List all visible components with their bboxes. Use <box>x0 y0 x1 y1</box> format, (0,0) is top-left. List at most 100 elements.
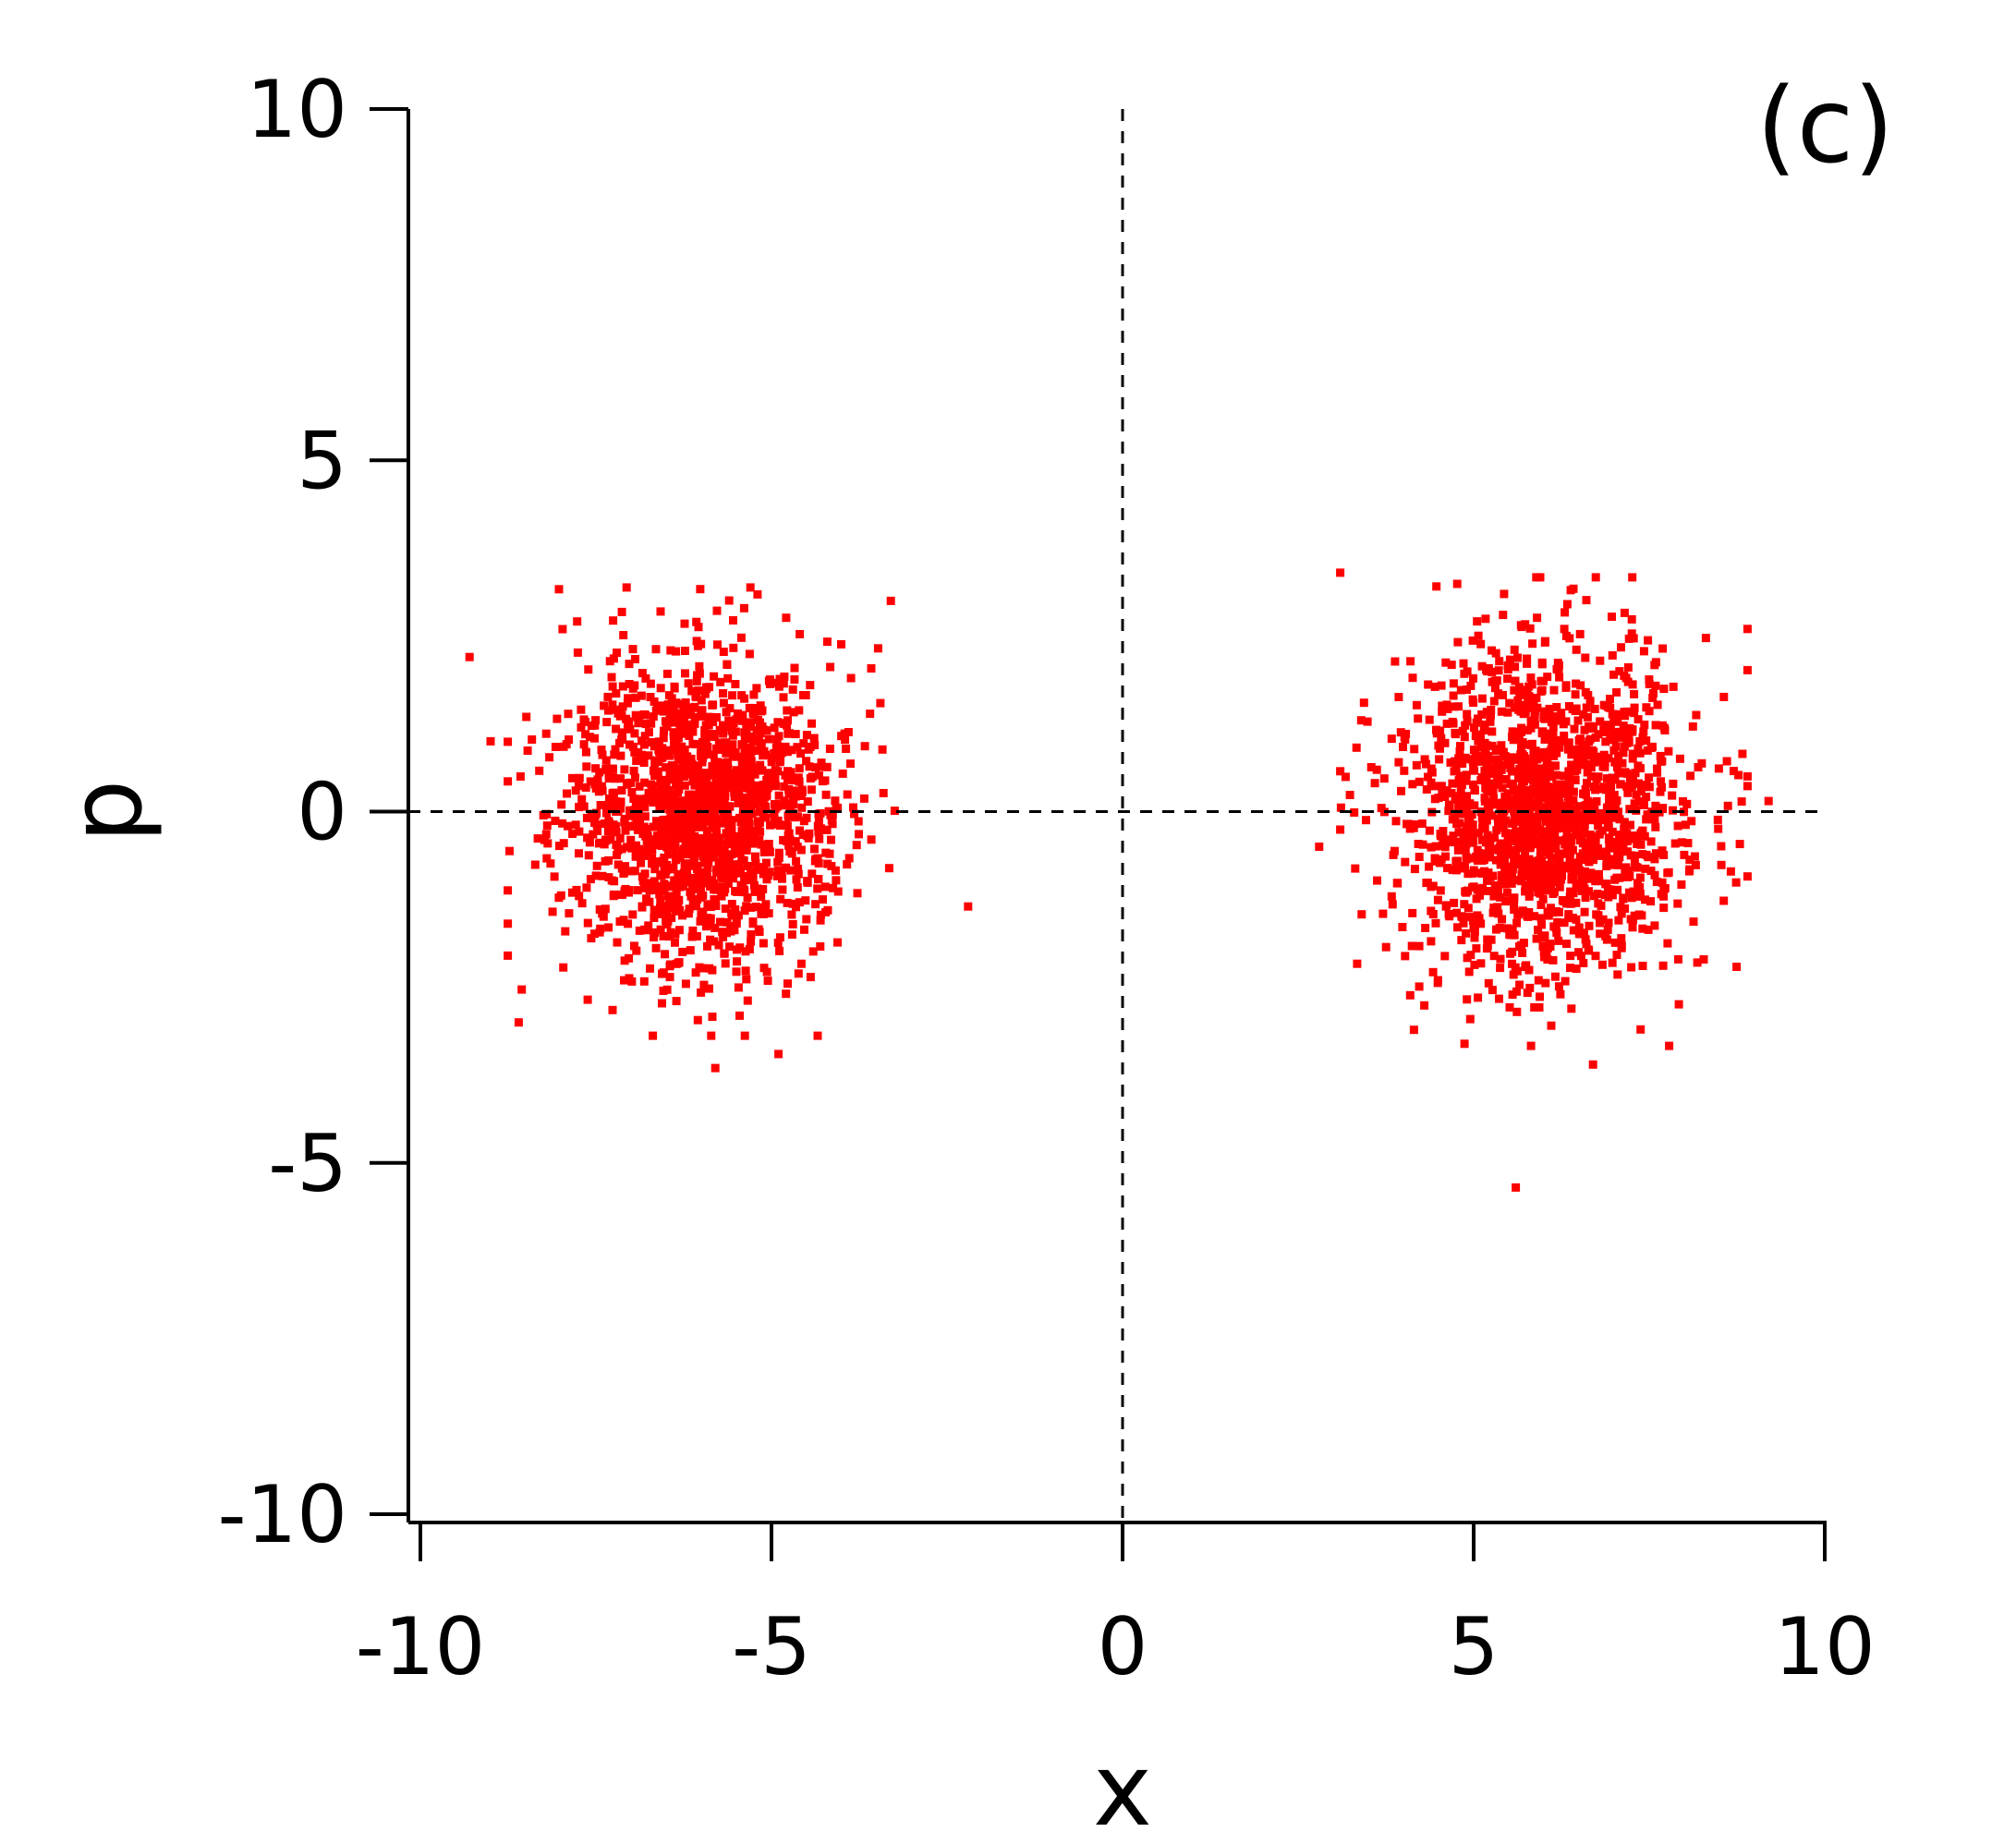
scatter-point <box>759 811 769 820</box>
scatter-point <box>1455 746 1464 756</box>
scatter-point <box>648 845 657 855</box>
scatter-point <box>1656 751 1665 760</box>
scatter-point <box>695 963 704 972</box>
scatter-point <box>599 912 608 921</box>
scatter-point <box>1532 693 1541 702</box>
scatter-point <box>829 883 838 892</box>
scatter-point <box>1537 749 1547 758</box>
scatter-point <box>1443 864 1451 873</box>
scatter-point <box>688 763 698 772</box>
scatter-point <box>1510 813 1519 822</box>
scatter-point <box>630 867 639 876</box>
scatter-point <box>1456 685 1465 695</box>
reference-lines <box>408 109 1827 1523</box>
scatter-point <box>1428 910 1438 918</box>
scatter-point <box>879 789 888 797</box>
scatter-point <box>736 868 745 878</box>
scatter-point <box>738 833 747 843</box>
scatter-point <box>1578 741 1587 750</box>
scatter-point <box>673 878 682 887</box>
scatter-point <box>635 926 644 935</box>
scatter-point <box>1491 649 1500 658</box>
scatter-point <box>747 903 756 912</box>
scatter-point <box>1487 935 1496 944</box>
scatter-point <box>705 812 714 821</box>
scatter-point <box>1414 840 1423 848</box>
scatter-point <box>633 825 642 834</box>
scatter-point <box>743 834 752 843</box>
scatter-point <box>1537 856 1547 866</box>
scatter-point <box>1489 697 1499 706</box>
scatter-point <box>670 807 679 816</box>
scatter-point <box>803 831 812 841</box>
scatter-point <box>658 753 667 762</box>
scatter-point <box>1435 755 1444 764</box>
scatter-point <box>762 875 771 884</box>
scatter-point <box>1406 657 1415 666</box>
scatter-point <box>664 848 674 857</box>
scatter-point <box>1477 710 1487 719</box>
scatter-point <box>1615 815 1624 824</box>
scatter-point <box>607 673 616 682</box>
scatter-point <box>1466 824 1476 832</box>
scatter-point <box>654 746 663 755</box>
scatter-point <box>1560 771 1569 781</box>
scatter-point <box>1650 855 1659 864</box>
scatter-point <box>1553 824 1562 833</box>
scatter-point <box>1470 723 1478 733</box>
scatter-point <box>1473 617 1482 626</box>
scatter-point <box>753 865 762 874</box>
scatter-point <box>1510 645 1519 654</box>
scatter-point <box>601 756 611 765</box>
scatter-point <box>743 996 752 1005</box>
scatter-point <box>740 876 749 885</box>
scatter-point <box>1614 916 1623 925</box>
scatter-point <box>1543 673 1552 682</box>
scatter-point <box>1521 846 1529 855</box>
scatter-point <box>1624 634 1633 643</box>
scatter-point <box>698 781 707 790</box>
scatter-point <box>1608 958 1617 967</box>
scatter-point <box>681 867 690 877</box>
scatter-point <box>737 691 747 700</box>
scatter-point <box>1499 823 1508 832</box>
scatter-point <box>1407 941 1416 951</box>
scatter-point <box>1633 761 1643 770</box>
scatter-point <box>677 765 686 774</box>
scatter-point <box>743 862 752 870</box>
scatter-point <box>640 778 649 787</box>
scatter-point <box>659 931 668 940</box>
scatter-point <box>1351 864 1360 873</box>
scatter-point <box>734 709 742 718</box>
scatter-point <box>751 781 760 790</box>
scatter-point <box>630 729 639 738</box>
scatter-point <box>1581 893 1590 903</box>
scatter-point <box>1512 831 1522 840</box>
scatter-point <box>711 902 721 910</box>
scatter-point <box>1474 631 1483 640</box>
scatter-point <box>685 878 694 887</box>
scatter-point <box>784 790 794 798</box>
scatter-point <box>1403 819 1411 829</box>
scatter-point <box>806 973 815 982</box>
scatter-point <box>1476 743 1486 752</box>
scatter-point <box>1693 958 1702 967</box>
scatter-point <box>1428 967 1438 977</box>
scatter-point <box>1462 770 1471 780</box>
scatter-point <box>696 847 704 856</box>
scatter-point <box>1438 842 1447 850</box>
scatter-point <box>815 834 824 843</box>
scatter-point <box>649 712 658 722</box>
scatter-point <box>1606 786 1615 795</box>
scatter-point <box>867 835 876 844</box>
scatter-point <box>1535 806 1544 815</box>
scatter-point <box>1447 789 1456 797</box>
scatter-point <box>1601 737 1610 746</box>
scatter-point <box>1451 765 1461 774</box>
scatter-point <box>1429 782 1439 791</box>
scatter-point <box>1538 894 1548 904</box>
scatter-point <box>1405 824 1415 833</box>
scatter-point <box>1651 849 1660 858</box>
scatter-point <box>1602 880 1611 889</box>
scatter-point <box>602 718 612 727</box>
